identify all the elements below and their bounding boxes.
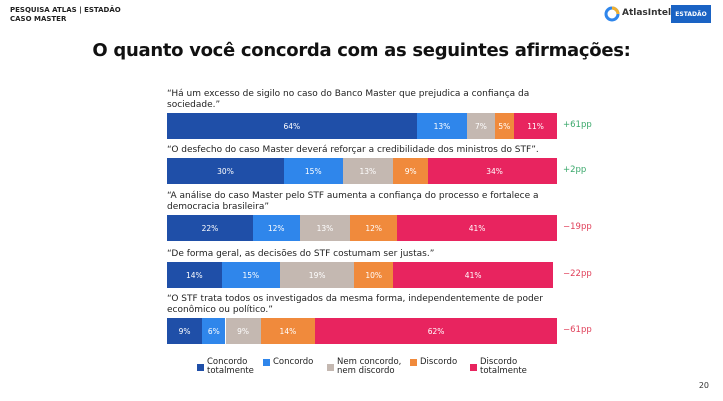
chart-title: O quanto você concorda com as seguintes … (92, 40, 631, 61)
bar-segment (342, 158, 394, 184)
data-label: 41% (464, 270, 482, 280)
bar-segment (494, 113, 515, 139)
bar-row: 22% 12% 13% 12% 41% (167, 215, 557, 241)
data-label: 11% (527, 121, 544, 131)
atlas-logo: AtlasIntel (622, 8, 672, 18)
atlas-icon (604, 6, 620, 22)
legend-swatch (263, 359, 270, 366)
legend-swatch (410, 359, 417, 366)
data-label: 7% (474, 121, 487, 131)
data-label: 62% (427, 326, 445, 336)
bar-segment (397, 215, 557, 241)
data-label: 13% (359, 166, 377, 176)
bar-row: 64% 13% 7% 5% 11% (167, 113, 557, 139)
bar-segment (467, 113, 495, 139)
bar-segment (416, 113, 468, 139)
legend-label: Concordo (273, 357, 314, 367)
bar-row: 9% 6% 9% 14% 62% (167, 318, 557, 344)
bar-segment (167, 215, 253, 241)
legend-swatch (470, 363, 477, 371)
data-label: 41% (468, 223, 486, 233)
statement: “O desfecho do caso Master deverá reforç… (167, 145, 539, 155)
bar-segment (284, 158, 343, 184)
statement: “A análise do caso Master pelo STF aumen… (167, 191, 539, 212)
data-label: 14% (279, 326, 297, 336)
data-label: 30% (217, 166, 234, 176)
net-label: −19pp (563, 222, 592, 232)
legend-item: Discordo (410, 358, 466, 367)
data-label: 9% (237, 326, 249, 336)
data-label: 22% (201, 223, 219, 233)
net-label: +61pp (563, 120, 592, 130)
legend-swatch (327, 363, 334, 371)
estadao-logo: ESTADÃO (671, 5, 711, 23)
data-label: 13% (433, 121, 451, 131)
bar-segment (167, 158, 284, 184)
bar-segment (167, 113, 417, 139)
bar-segment (393, 262, 554, 288)
data-label: 12% (267, 223, 285, 233)
data-label: 12% (365, 223, 383, 233)
bar-segment (299, 215, 351, 241)
legend-item: Concordo (263, 358, 323, 367)
bar-segment (514, 113, 557, 139)
bar-segment (167, 318, 203, 344)
data-label: 5% (498, 121, 511, 131)
bar-segment (280, 262, 355, 288)
statement: “O STF trata todos os investigados da me… (167, 294, 543, 315)
header-subtitle: CASO MASTER (10, 15, 67, 23)
bar-segment (315, 318, 557, 344)
data-label: 14% (185, 270, 203, 280)
legend-label: Discordo (420, 357, 458, 367)
data-label: 64% (283, 121, 301, 131)
net-label: −22pp (563, 269, 592, 279)
legend-item: Concordo totalmente (197, 358, 257, 376)
bar-segment (252, 215, 300, 241)
data-label: 19% (308, 270, 326, 280)
bar-segment (350, 215, 398, 241)
net-label: −61pp (563, 325, 592, 335)
legend-label: Discordo totalmente (480, 357, 527, 376)
data-label: 15% (242, 270, 260, 280)
header-source: PESQUISA ATLAS | ESTADÃO (10, 6, 121, 14)
bar-row: 30% 15% 13% 9% 34% (167, 158, 557, 184)
legend-item: Nem concordo, nem discordo (327, 358, 407, 376)
legend-label: Concordo totalmente (207, 357, 254, 376)
data-label: 13% (316, 223, 334, 233)
bar-segment (428, 158, 557, 184)
legend-swatch (197, 363, 204, 371)
data-label: 9% (178, 326, 191, 336)
statement: “Há um excesso de sigilo no caso do Banc… (167, 89, 530, 110)
bar-row: 14% 15% 19% 10% 41% (167, 262, 557, 288)
bar-segment (260, 318, 316, 344)
bar-segment (202, 318, 226, 344)
bar-segment (225, 318, 261, 344)
bar-segment (354, 262, 394, 288)
data-label: 15% (304, 166, 322, 176)
bar-segment (221, 262, 281, 288)
data-label: 10% (365, 270, 383, 280)
statement: “De forma geral, as decisões do STF cost… (167, 249, 435, 259)
page-number: 20 (698, 381, 709, 390)
data-label: 34% (486, 166, 503, 176)
bar-segment (167, 262, 222, 288)
data-label: 6% (207, 326, 220, 336)
data-label: 9% (404, 166, 417, 176)
legend-item: Discordo totalmente (470, 358, 540, 376)
net-label: +2pp (563, 165, 587, 175)
bar-segment (393, 158, 429, 184)
legend-label: Nem concordo, nem discordo (337, 357, 402, 376)
